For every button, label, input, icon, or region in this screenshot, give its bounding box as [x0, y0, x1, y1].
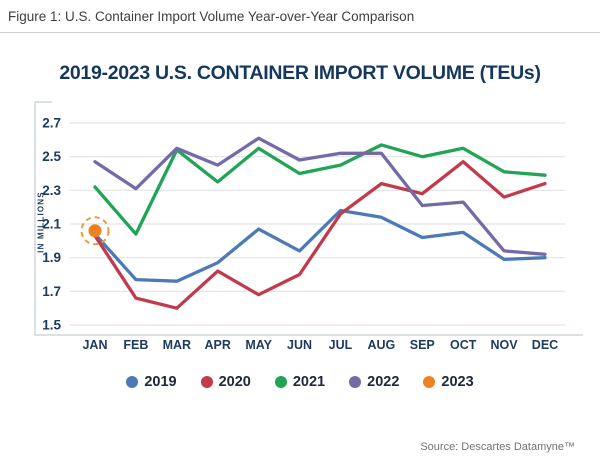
axis-frame [34, 101, 583, 336]
y-tick-2.3: 2.3 [42, 183, 61, 198]
legend-dot-2019 [126, 376, 139, 388]
legend-label-2019: 2019 [144, 374, 177, 390]
legend-label-2021: 2021 [292, 374, 326, 390]
y-tick-1.9: 1.9 [42, 250, 61, 265]
y-axis-label: IN MILLIONS [36, 191, 46, 253]
y-tick-2.1: 2.1 [42, 217, 61, 232]
y-tick-1.7: 1.7 [42, 284, 61, 299]
x-tick-feb: FEB [123, 338, 148, 352]
x-tick-jul: JUL [329, 338, 353, 352]
point-2023-jan [88, 224, 102, 238]
x-tick-sep: SEP [410, 338, 435, 352]
legend-dot-2022 [349, 376, 362, 388]
legend-item-2022: 2022 [349, 374, 399, 390]
x-tick-apr: APR [205, 338, 231, 352]
x-tick-may: MAY [245, 338, 272, 352]
chart-title: 2019-2023 U.S. CONTAINER IMPORT VOLUME (… [59, 62, 541, 84]
line-2021 [93, 143, 547, 236]
x-tick-jan: JAN [82, 338, 107, 352]
legend-label-2022: 2022 [367, 374, 400, 390]
line-2019 [93, 208, 547, 283]
x-tick-aug: AUG [367, 338, 395, 352]
legend-item-2023: 2023 [423, 374, 474, 390]
line-2022 [93, 136, 547, 256]
y-tick-1.5: 1.5 [42, 318, 61, 333]
y-tick-2.5: 2.5 [42, 149, 61, 164]
x-tick-jun: JUN [287, 338, 312, 352]
line-2020 [93, 160, 547, 310]
legend-item-2020: 2020 [200, 374, 251, 390]
highlight-ring-2023 [80, 216, 110, 246]
legend-dot-2023 [423, 376, 436, 388]
y-tick-2.7: 2.7 [42, 116, 61, 131]
x-tick-nov: NOV [491, 338, 519, 352]
line-chart-canvas: 2.7 2.5 2.3 2.1 1.9 1.7 1.5 JAN FEB MAR APR MAY JUN J… [34, 101, 583, 352]
x-tick-mar: MAR [163, 338, 191, 352]
figure-caption: Figure 1: U.S. Container Import Volume Y… [0, 0, 600, 33]
x-tick-oct: OCT [450, 338, 477, 352]
legend-label-2020: 2020 [218, 374, 251, 390]
legend-dot-2020 [200, 376, 213, 388]
legend-item-2019: 2019 [126, 374, 177, 390]
legend-item-2021: 2021 [274, 374, 326, 390]
legend-label-2023: 2023 [441, 374, 474, 390]
x-tick-dec: DEC [532, 338, 558, 352]
legend: 2019 2020 2021 2022 2023 [0, 374, 600, 390]
source-attribution: Source: Descartes Datamyne™ [420, 441, 575, 453]
legend-dot-2021 [274, 376, 287, 388]
